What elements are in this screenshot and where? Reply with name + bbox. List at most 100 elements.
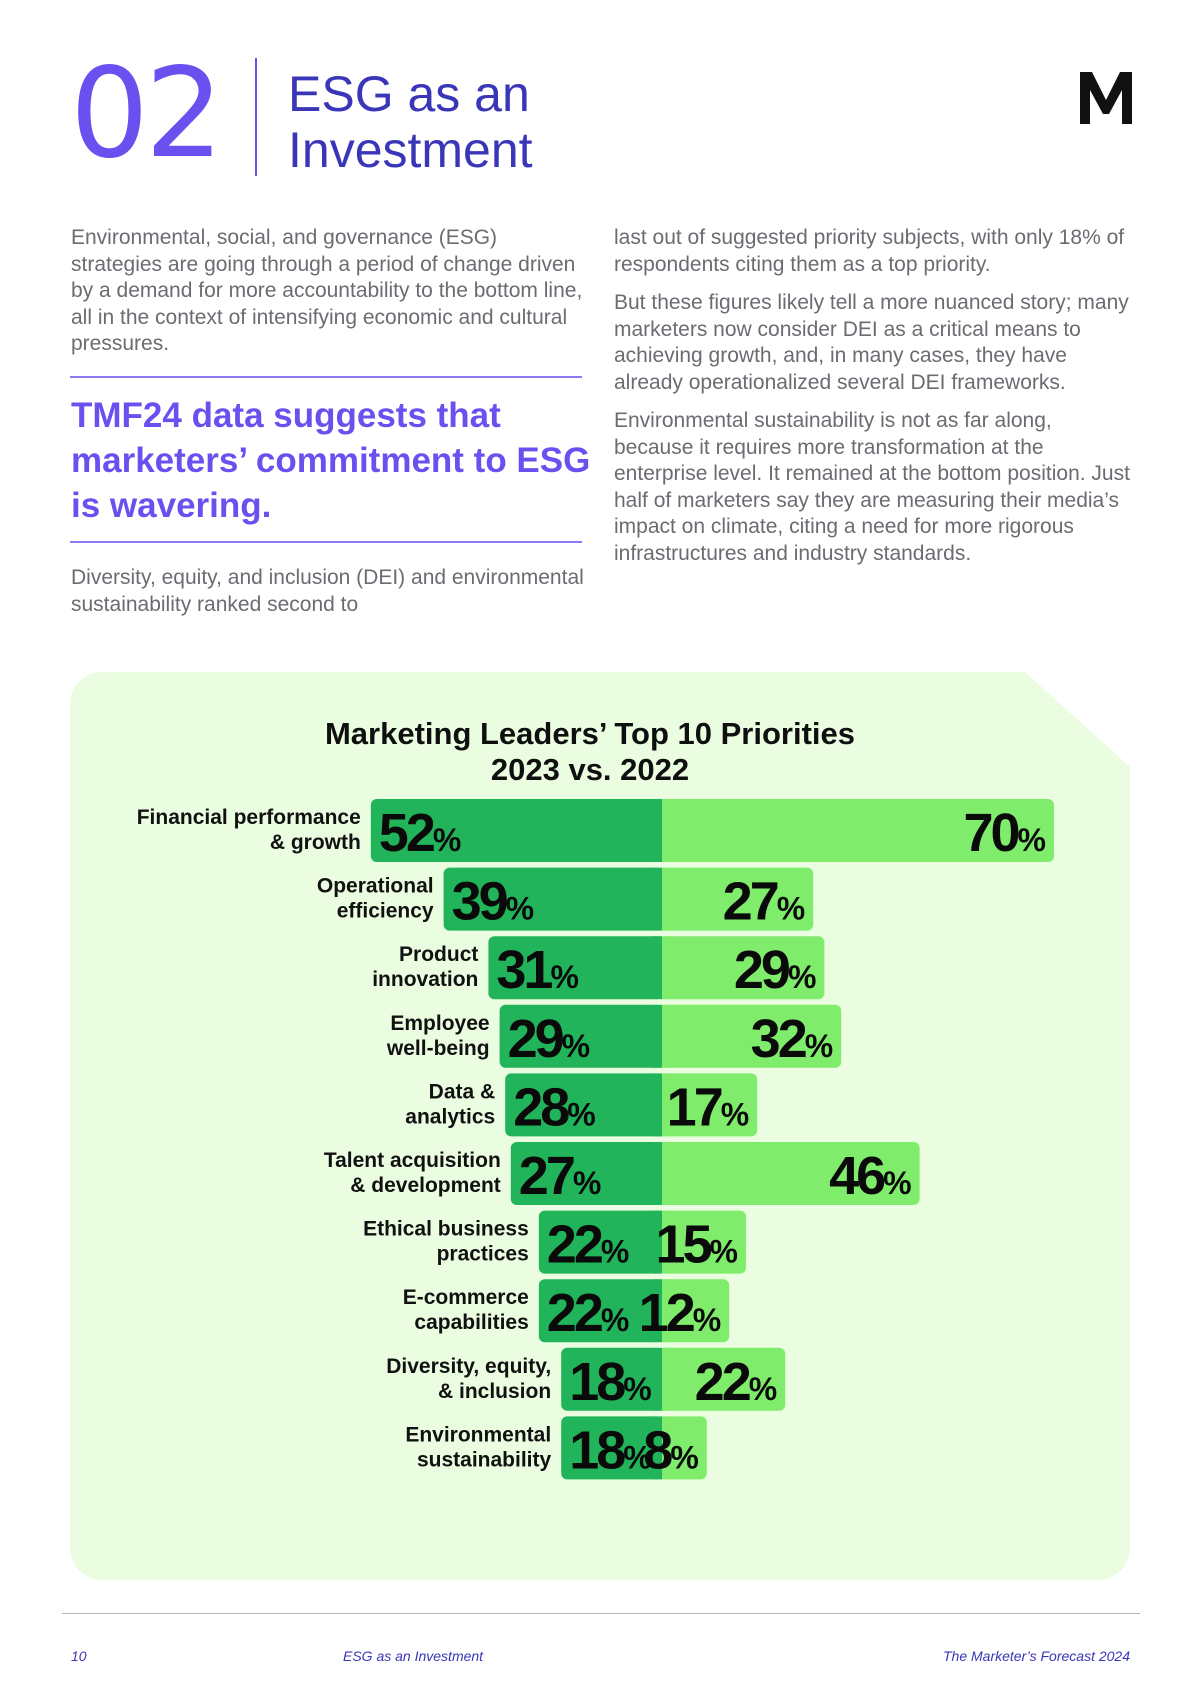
category-label: Diversity, equity,: [386, 1355, 551, 1378]
pull-quote: TMF24 data suggests that marketers’ comm…: [71, 396, 591, 525]
section-number: 02: [70, 42, 224, 186]
value-label-2022: 46%: [829, 1146, 912, 1206]
value-label-2022: 27%: [723, 872, 806, 932]
chart-row: 28% 17% Data &analytics: [405, 1073, 758, 1137]
bar-2022-inner: [662, 1073, 670, 1137]
value-label-2023: 28%: [513, 1077, 596, 1137]
bar-2023: [538, 1279, 662, 1343]
value-label-2023: 22%: [547, 1215, 630, 1275]
value-label-2022: 32%: [751, 1009, 834, 1069]
category-label: capabilities: [414, 1311, 528, 1334]
bar-2022-inner: [662, 936, 670, 1000]
bar-2023-inner: [654, 1073, 662, 1137]
value-label-2023: 22%: [547, 1283, 630, 1343]
value-label-2022: 15%: [655, 1215, 738, 1275]
bar-2023: [538, 1210, 662, 1274]
bar-2023-inner: [654, 867, 662, 931]
bar-2022-inner: [662, 1210, 670, 1274]
value-label-2023: 52%: [379, 803, 462, 863]
value-label-2023: 18%: [569, 1352, 652, 1412]
quote-rule-bottom: [70, 541, 582, 543]
section-title-line1: ESG as an: [288, 66, 530, 122]
bar-2022-inner: [662, 1004, 670, 1068]
bar-2022-inner: [662, 1142, 670, 1205]
category-label: Financial performance: [137, 806, 361, 829]
bar-2023-inner: [654, 1347, 662, 1411]
bar-2022-inner: [662, 867, 670, 931]
category-label: Ethical business: [363, 1218, 529, 1241]
category-label: well-being: [386, 1037, 490, 1060]
footer-rule: [62, 1613, 1140, 1614]
bar-2023: [561, 1416, 662, 1480]
category-label: innovation: [372, 968, 478, 991]
value-label-2023: 29%: [508, 1009, 591, 1069]
chart-title-line2: 2023 vs. 2022: [490, 752, 690, 787]
bar-2022-inner: [662, 1347, 670, 1411]
category-label: Environmental: [405, 1423, 551, 1446]
quote-rule-top: [70, 376, 582, 378]
left-bottom-text: Diversity, equity, and inclusion (DEI) a…: [71, 566, 584, 616]
bar-2022: [662, 1347, 786, 1411]
category-label: & inclusion: [438, 1380, 551, 1403]
bar-2023-inner: [654, 1416, 662, 1480]
header-divider: [255, 58, 257, 176]
bar-2022: [662, 1142, 920, 1205]
bar-2023-inner: [654, 1004, 662, 1068]
right-paragraph-2: But these figures likely tell a more nua…: [614, 291, 1129, 394]
bar-2022: [662, 936, 825, 1000]
section-title-line2: Investment: [288, 122, 533, 178]
bar-2022: [662, 867, 814, 931]
category-label: Product: [399, 943, 478, 966]
right-column: last out of suggested priority subjects,…: [614, 225, 1134, 579]
chart-row: 52% 70% Financial performance& growth: [137, 799, 1054, 863]
chart-row: 27% 46% Talent acquisition& development: [324, 1142, 920, 1206]
value-label-2023: 18%: [569, 1420, 652, 1480]
m-logo-icon: [1080, 72, 1132, 124]
value-label-2023: 39%: [452, 872, 535, 932]
bar-2022: [662, 1210, 746, 1274]
footer-page-number: 10: [71, 1648, 87, 1664]
value-label-2022: 70%: [963, 803, 1046, 863]
value-label-2022: 22%: [695, 1352, 778, 1412]
bar-2022-inner: [662, 1279, 670, 1343]
value-label-2022: 8%: [643, 1420, 699, 1480]
category-label: Talent acquisition: [324, 1149, 501, 1172]
category-label: & development: [350, 1174, 501, 1197]
bar-2023-inner: [654, 1210, 662, 1274]
bar-2022: [662, 1073, 758, 1137]
chart-title: Marketing Leaders’ Top 10 Priorities 202…: [0, 716, 1180, 788]
category-label: practices: [437, 1243, 529, 1266]
left-bottom-paragraph: Diversity, equity, and inclusion (DEI) a…: [71, 565, 591, 630]
bar-2023: [561, 1347, 662, 1411]
bar-2023: [505, 1073, 662, 1137]
bar-2023: [443, 867, 662, 931]
category-label: analytics: [405, 1105, 495, 1128]
footer-section-title: ESG as an Investment: [343, 1648, 484, 1664]
bar-2022: [662, 1004, 842, 1068]
category-label: Operational: [317, 875, 434, 898]
bar-2022: [662, 799, 1054, 862]
category-label: Employee: [390, 1012, 489, 1035]
bar-2023: [499, 1004, 662, 1068]
category-label: sustainability: [417, 1448, 552, 1471]
category-label: E-commerce: [403, 1286, 529, 1309]
value-label-2023: 31%: [496, 940, 579, 1000]
bar-2022: [662, 1279, 730, 1343]
footer-publication: The Marketer’s Forecast 2024: [942, 1648, 1130, 1664]
value-label-2022: 29%: [734, 940, 817, 1000]
intro-paragraph: Environmental, social, and governance (E…: [71, 225, 591, 370]
chart-area: Marketing Leaders’ Top 10 Priorities 202…: [0, 672, 1200, 1580]
chart-title-line1: Marketing Leaders’ Top 10 Priorities: [324, 716, 856, 751]
bar-2023: [488, 936, 662, 1000]
bar-2023-inner: [654, 1142, 662, 1205]
category-label: Data &: [429, 1080, 496, 1103]
priorities-bar-chart: 52% 70% Financial performance& growth 39% 27…: [137, 799, 1054, 1480]
bar-2022-inner: [662, 799, 670, 862]
value-label-2023: 27%: [519, 1146, 602, 1206]
